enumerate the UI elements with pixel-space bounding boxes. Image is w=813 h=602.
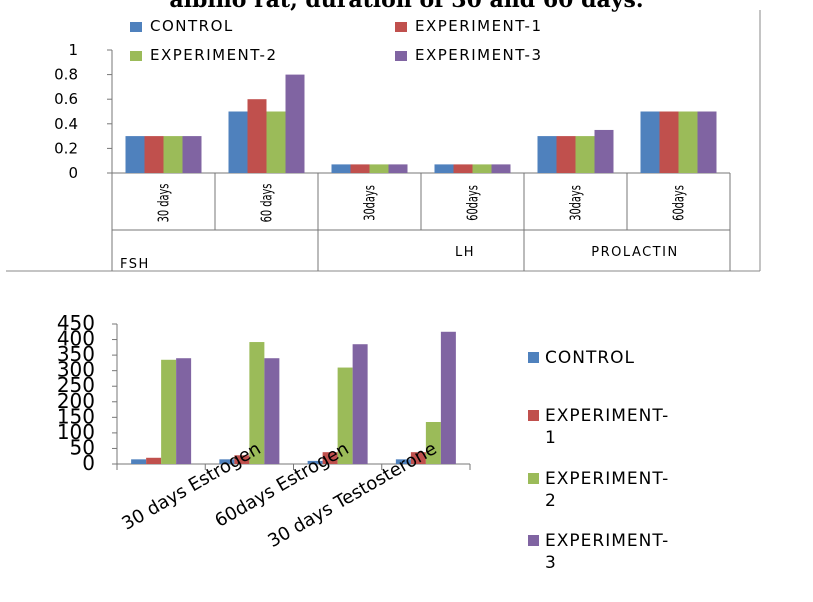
chart2-y-tick-label: 0 <box>82 451 95 475</box>
chart1-legend-label-experiment-1: EXPERIMENT-1 <box>415 17 543 35</box>
bar-experiment-3-60days <box>697 111 717 173</box>
chart2-y-tick-label: 300 <box>57 358 95 382</box>
chart1-y-tick-label: 0.4 <box>54 115 78 133</box>
bar-experiment-3-30-days-estrogen <box>176 358 192 464</box>
bar-experiment-3-60days <box>491 164 511 173</box>
chart1-category-label: 60days <box>669 185 687 221</box>
chart1-legend-label-experiment-2: EXPERIMENT-2 <box>150 46 278 64</box>
bar-control-30-days-estrogen <box>131 459 147 464</box>
chart2-y-tick-label: 350 <box>57 342 95 366</box>
chart1-category-label: 30 days <box>154 184 172 223</box>
bar-experiment-3-30days <box>594 129 614 173</box>
bar-control-30days <box>331 164 351 173</box>
bar-experiment-1-60days <box>453 164 473 173</box>
bar-experiment-1-30-days-estrogen <box>146 457 162 464</box>
bar-experiment-1-30-days <box>144 136 164 173</box>
bar-experiment-2-60-days <box>266 111 286 173</box>
bar-control-60-days <box>228 111 248 173</box>
chart1-y-tick-label: 1 <box>68 41 78 59</box>
chart2-legend-label-experiment-2: EXPERIMENT-2 <box>545 469 669 511</box>
chart1-legend-swatch-experiment-2 <box>130 51 142 61</box>
chart1-category-labels: 30 days 60 days 30days 60days 30days 60days FS… <box>120 184 687 272</box>
chart1-group-label-prolactin: PROLACTIN <box>591 245 678 260</box>
bar-experiment-2-30days <box>575 136 595 173</box>
chart1-category-label: 30days <box>566 185 584 221</box>
bar-control-category-4 <box>395 459 411 464</box>
chart2-legend-label-control: CONTROL <box>545 348 635 368</box>
chart1-y-tick-label: 0.2 <box>54 139 78 157</box>
chart1-bars <box>125 74 717 173</box>
bar-experiment-2-30-days-estrogen <box>161 359 177 464</box>
chart1-legend-label-experiment-3: EXPERIMENT-3 <box>415 46 543 64</box>
chart1-category-label: 60days <box>463 185 481 221</box>
chart2-y-tick-label: 250 <box>57 373 95 397</box>
chart1-group-label-lh: LH <box>455 245 475 260</box>
bar-experiment-1-60-days <box>247 99 267 173</box>
bar-experiment-2-60days <box>678 111 698 173</box>
chart1-legend-swatch-experiment-3 <box>395 51 407 61</box>
chart1-group-label-fsh: FSH <box>120 257 150 272</box>
chart2-y-tick-label: 50 <box>70 435 95 459</box>
chart2-bars <box>131 331 456 464</box>
chart2-legend: CONTROL EXPERIMENT-1 EXPERIMENT-2 EXPERIMEN… <box>528 348 669 573</box>
bar-control-60days-estrogen <box>219 459 235 464</box>
chart2-legend-swatch-experiment-3 <box>528 535 539 546</box>
chart1-category-label: 30days <box>360 185 378 221</box>
bar-experiment-2-60days-estrogen <box>249 342 265 464</box>
bar-experiment-3-60-days <box>285 74 305 173</box>
chart2-y-tick-label: 400 <box>57 327 95 351</box>
chart2-y-tick-label: 150 <box>57 404 95 428</box>
chart2-y-tick-label: 200 <box>57 389 95 413</box>
bar-experiment-2-60days <box>472 164 492 173</box>
bar-experiment-2-30-days-testosterone <box>337 367 353 464</box>
bar-experiment-1-30days <box>556 136 576 173</box>
bar-experiment-1-30-days-testosterone <box>322 452 338 464</box>
bar-control-30-days <box>125 136 145 173</box>
bar-experiment-3-category-4 <box>440 331 456 464</box>
bar-control-60days <box>434 164 454 173</box>
chart2-legend-label-experiment-1: EXPERIMENT-1 <box>545 406 669 448</box>
bar-experiment-3-30days <box>388 164 408 173</box>
bar-experiment-3-60days-estrogen <box>264 358 280 464</box>
bar-experiment-2-category-4 <box>425 422 441 464</box>
chart2-legend-label-experiment-3: EXPERIMENT-3 <box>545 531 669 573</box>
bar-control-60days <box>640 111 660 173</box>
bar-experiment-3-30-days <box>182 136 202 173</box>
bar-experiment-1-30days <box>350 164 370 173</box>
chart1-legend-swatch-control <box>130 22 142 32</box>
chart1-axes: 0 0.2 0.4 0.6 0.8 1 <box>6 10 761 272</box>
bar-experiment-2-30-days <box>163 136 183 173</box>
chart1-legend-swatch-experiment-1 <box>395 22 407 32</box>
bar-control-30-days-testosterone <box>307 460 323 464</box>
chart2-category-label: 30 days Estrogen <box>118 438 264 534</box>
chart2-legend-swatch-experiment-2 <box>528 473 539 484</box>
chart1-y-tick-label: 0 <box>68 164 78 182</box>
bar-experiment-1-60days <box>659 111 679 173</box>
chart2-legend-swatch-control <box>528 352 539 363</box>
chart1-y-tick-label: 0.6 <box>54 90 78 108</box>
chart2-legend-swatch-experiment-1 <box>528 410 539 421</box>
chart1-y-tick-label: 0.8 <box>54 66 78 84</box>
bar-experiment-1-60days-estrogen <box>234 455 250 464</box>
chart1-category-label: 60 days <box>257 184 275 223</box>
chart-title: albino rat, duration of 30 and 60 days. <box>169 0 644 13</box>
bar-experiment-1-category-4 <box>410 452 426 464</box>
chart2-y-tick-label: 100 <box>57 420 95 444</box>
bar-experiment-3-30-days-testosterone <box>352 344 368 464</box>
bar-control-30days <box>537 136 557 173</box>
chart1-legend-label-control: CONTROL <box>150 17 234 35</box>
chart2-y-tick-label: 450 <box>57 311 95 335</box>
chart1-legend: CONTROL EXPERIMENT-1 EXPERIMENT-2 EXPERIMEN… <box>130 17 543 64</box>
bar-experiment-2-30days <box>369 164 389 173</box>
